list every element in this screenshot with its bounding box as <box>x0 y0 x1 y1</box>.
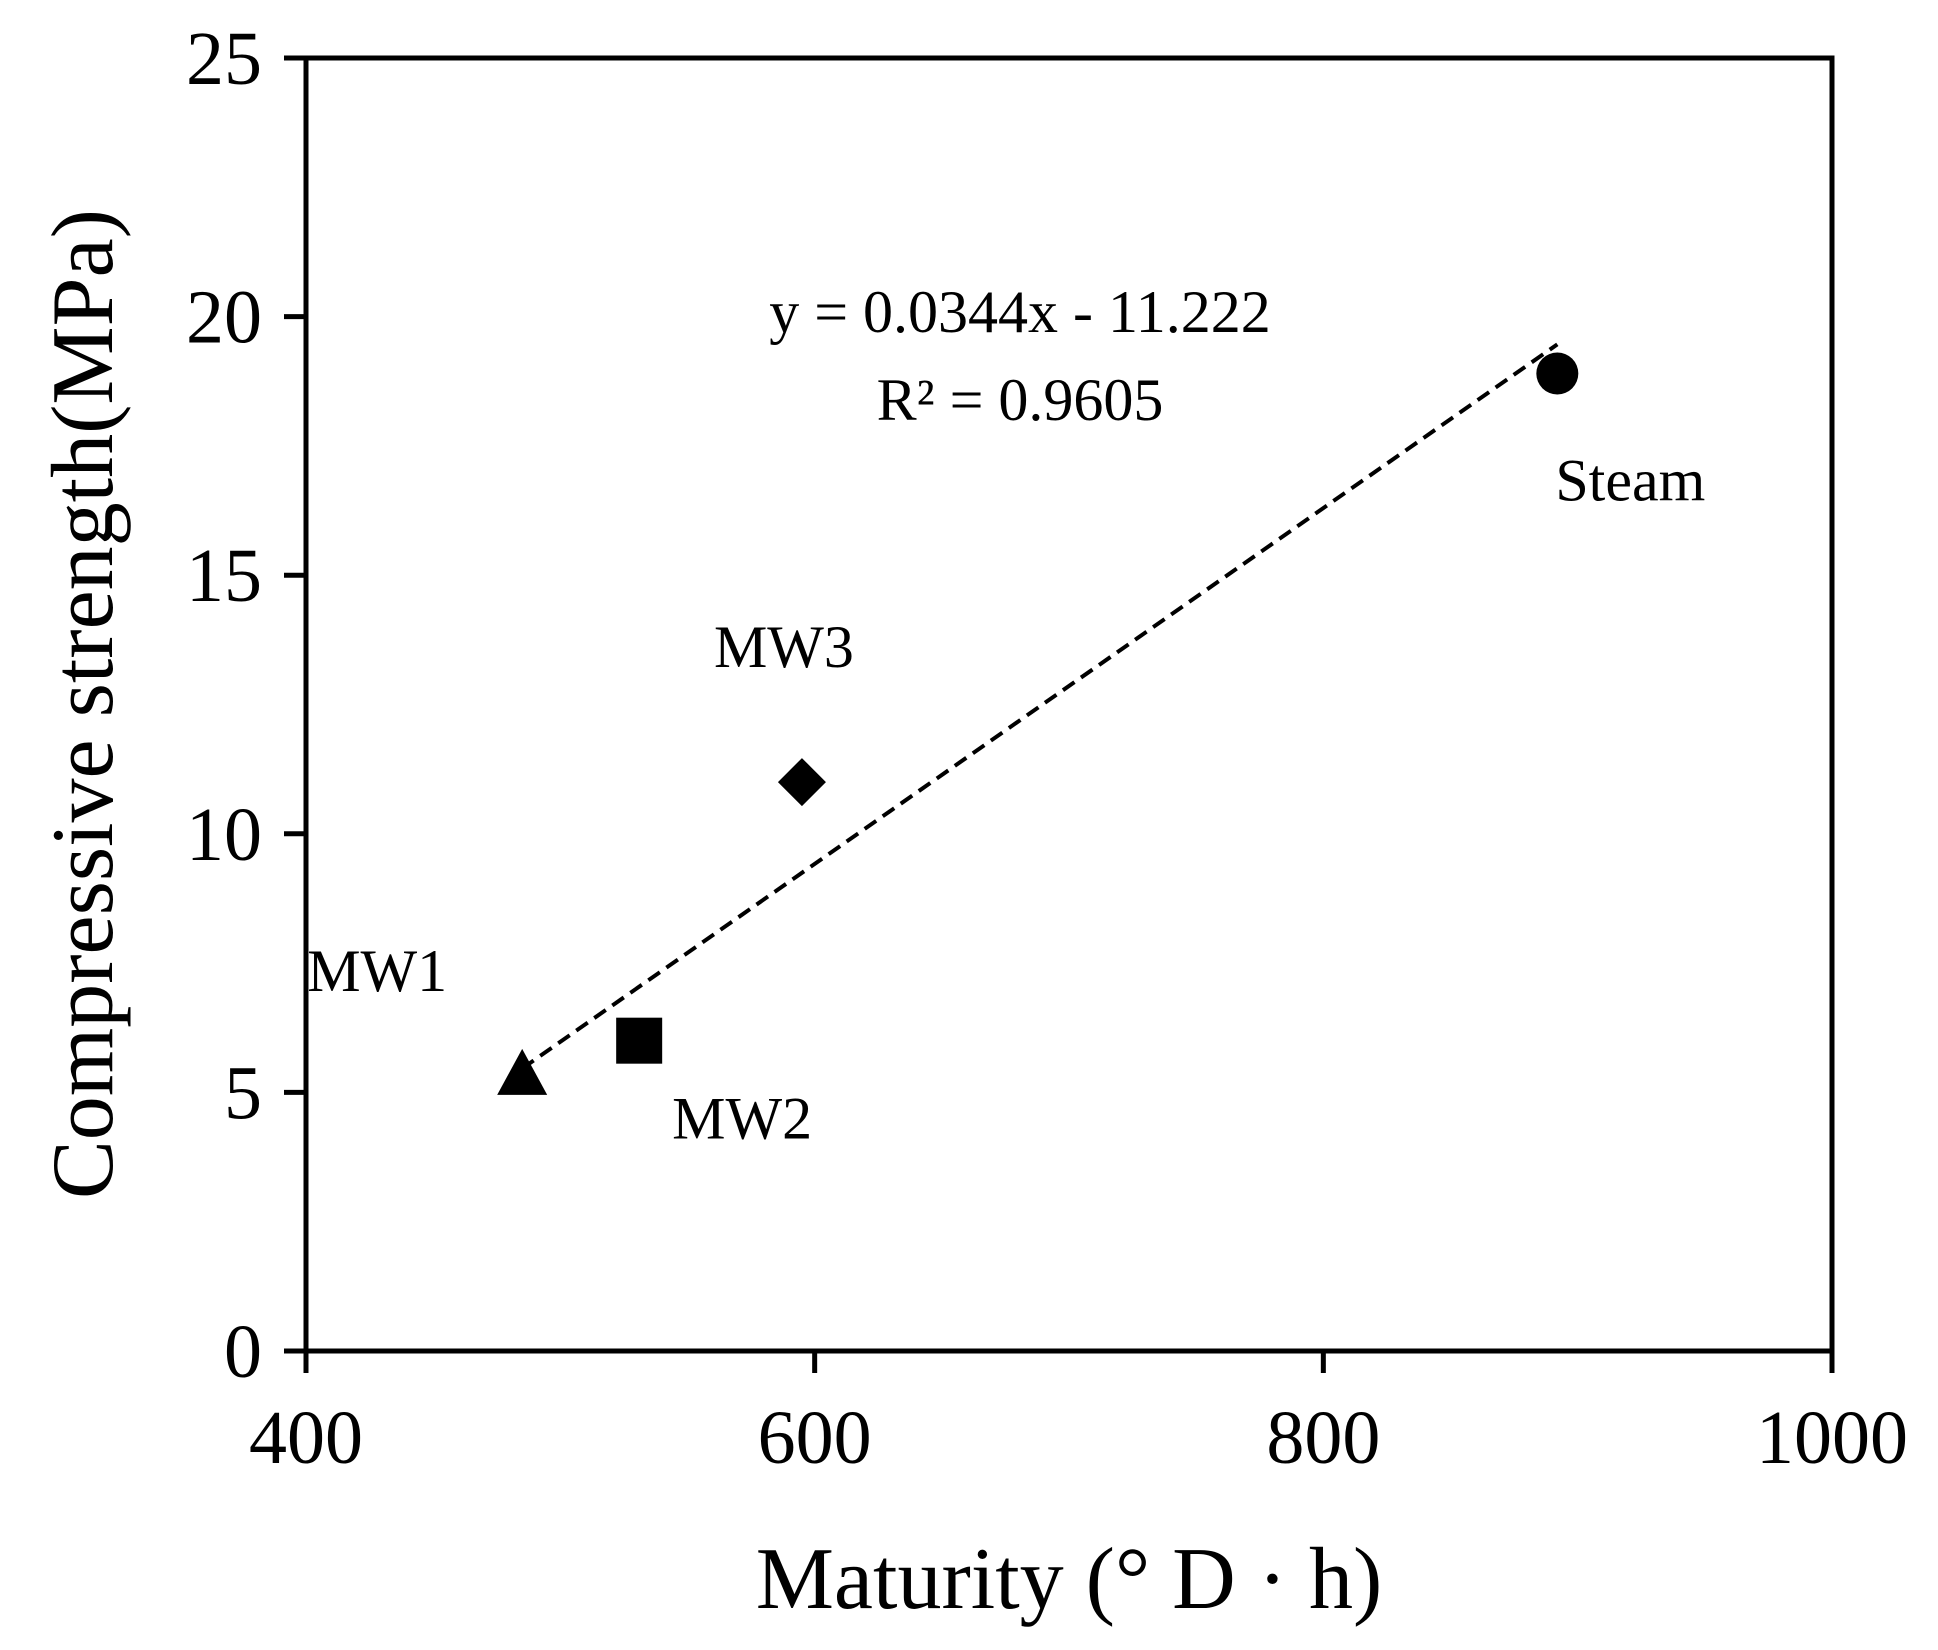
point-mw3 <box>777 758 826 807</box>
y-tick-label: 25 <box>186 17 262 101</box>
y-axis-ticks: 0 5 10 15 20 25 <box>186 17 306 1394</box>
x-axis-ticks: 400 600 800 1000 <box>249 1351 1908 1480</box>
y-tick-label: 10 <box>186 793 262 877</box>
trendline-group <box>521 342 1559 1071</box>
x-axis-title: Maturity (° D · h) <box>756 1531 1383 1628</box>
point-mw1-label: MW1 <box>307 938 447 1004</box>
point-mw1 <box>497 1048 548 1095</box>
trendline <box>521 342 1559 1071</box>
point-mw2 <box>616 1017 663 1064</box>
point-steam <box>1536 352 1579 395</box>
point-steam-label: Steam <box>1555 447 1705 513</box>
plot-frame <box>303 55 1835 1354</box>
y-tick-label: 15 <box>186 534 262 618</box>
data-point-labels: MW1 MW2 MW3 Steam <box>307 447 1705 1151</box>
y-tick-label: 0 <box>224 1310 262 1394</box>
x-tick-label: 400 <box>249 1396 363 1480</box>
x-tick-label: 1000 <box>1756 1396 1908 1480</box>
trendline-equation: y = 0.0344x - 11.222 <box>769 279 1271 345</box>
data-points <box>497 352 1579 1095</box>
x-tick-label: 600 <box>758 1396 872 1480</box>
point-mw2-label: MW2 <box>672 1086 812 1152</box>
y-tick-label: 20 <box>186 276 262 360</box>
y-axis-title: Compressive strength(MPa) <box>35 209 132 1199</box>
trendline-r-squared: R² = 0.9605 <box>877 367 1164 433</box>
y-tick-label: 5 <box>224 1051 262 1135</box>
point-mw3-label: MW3 <box>714 614 854 680</box>
x-tick-label: 800 <box>1266 1396 1380 1480</box>
